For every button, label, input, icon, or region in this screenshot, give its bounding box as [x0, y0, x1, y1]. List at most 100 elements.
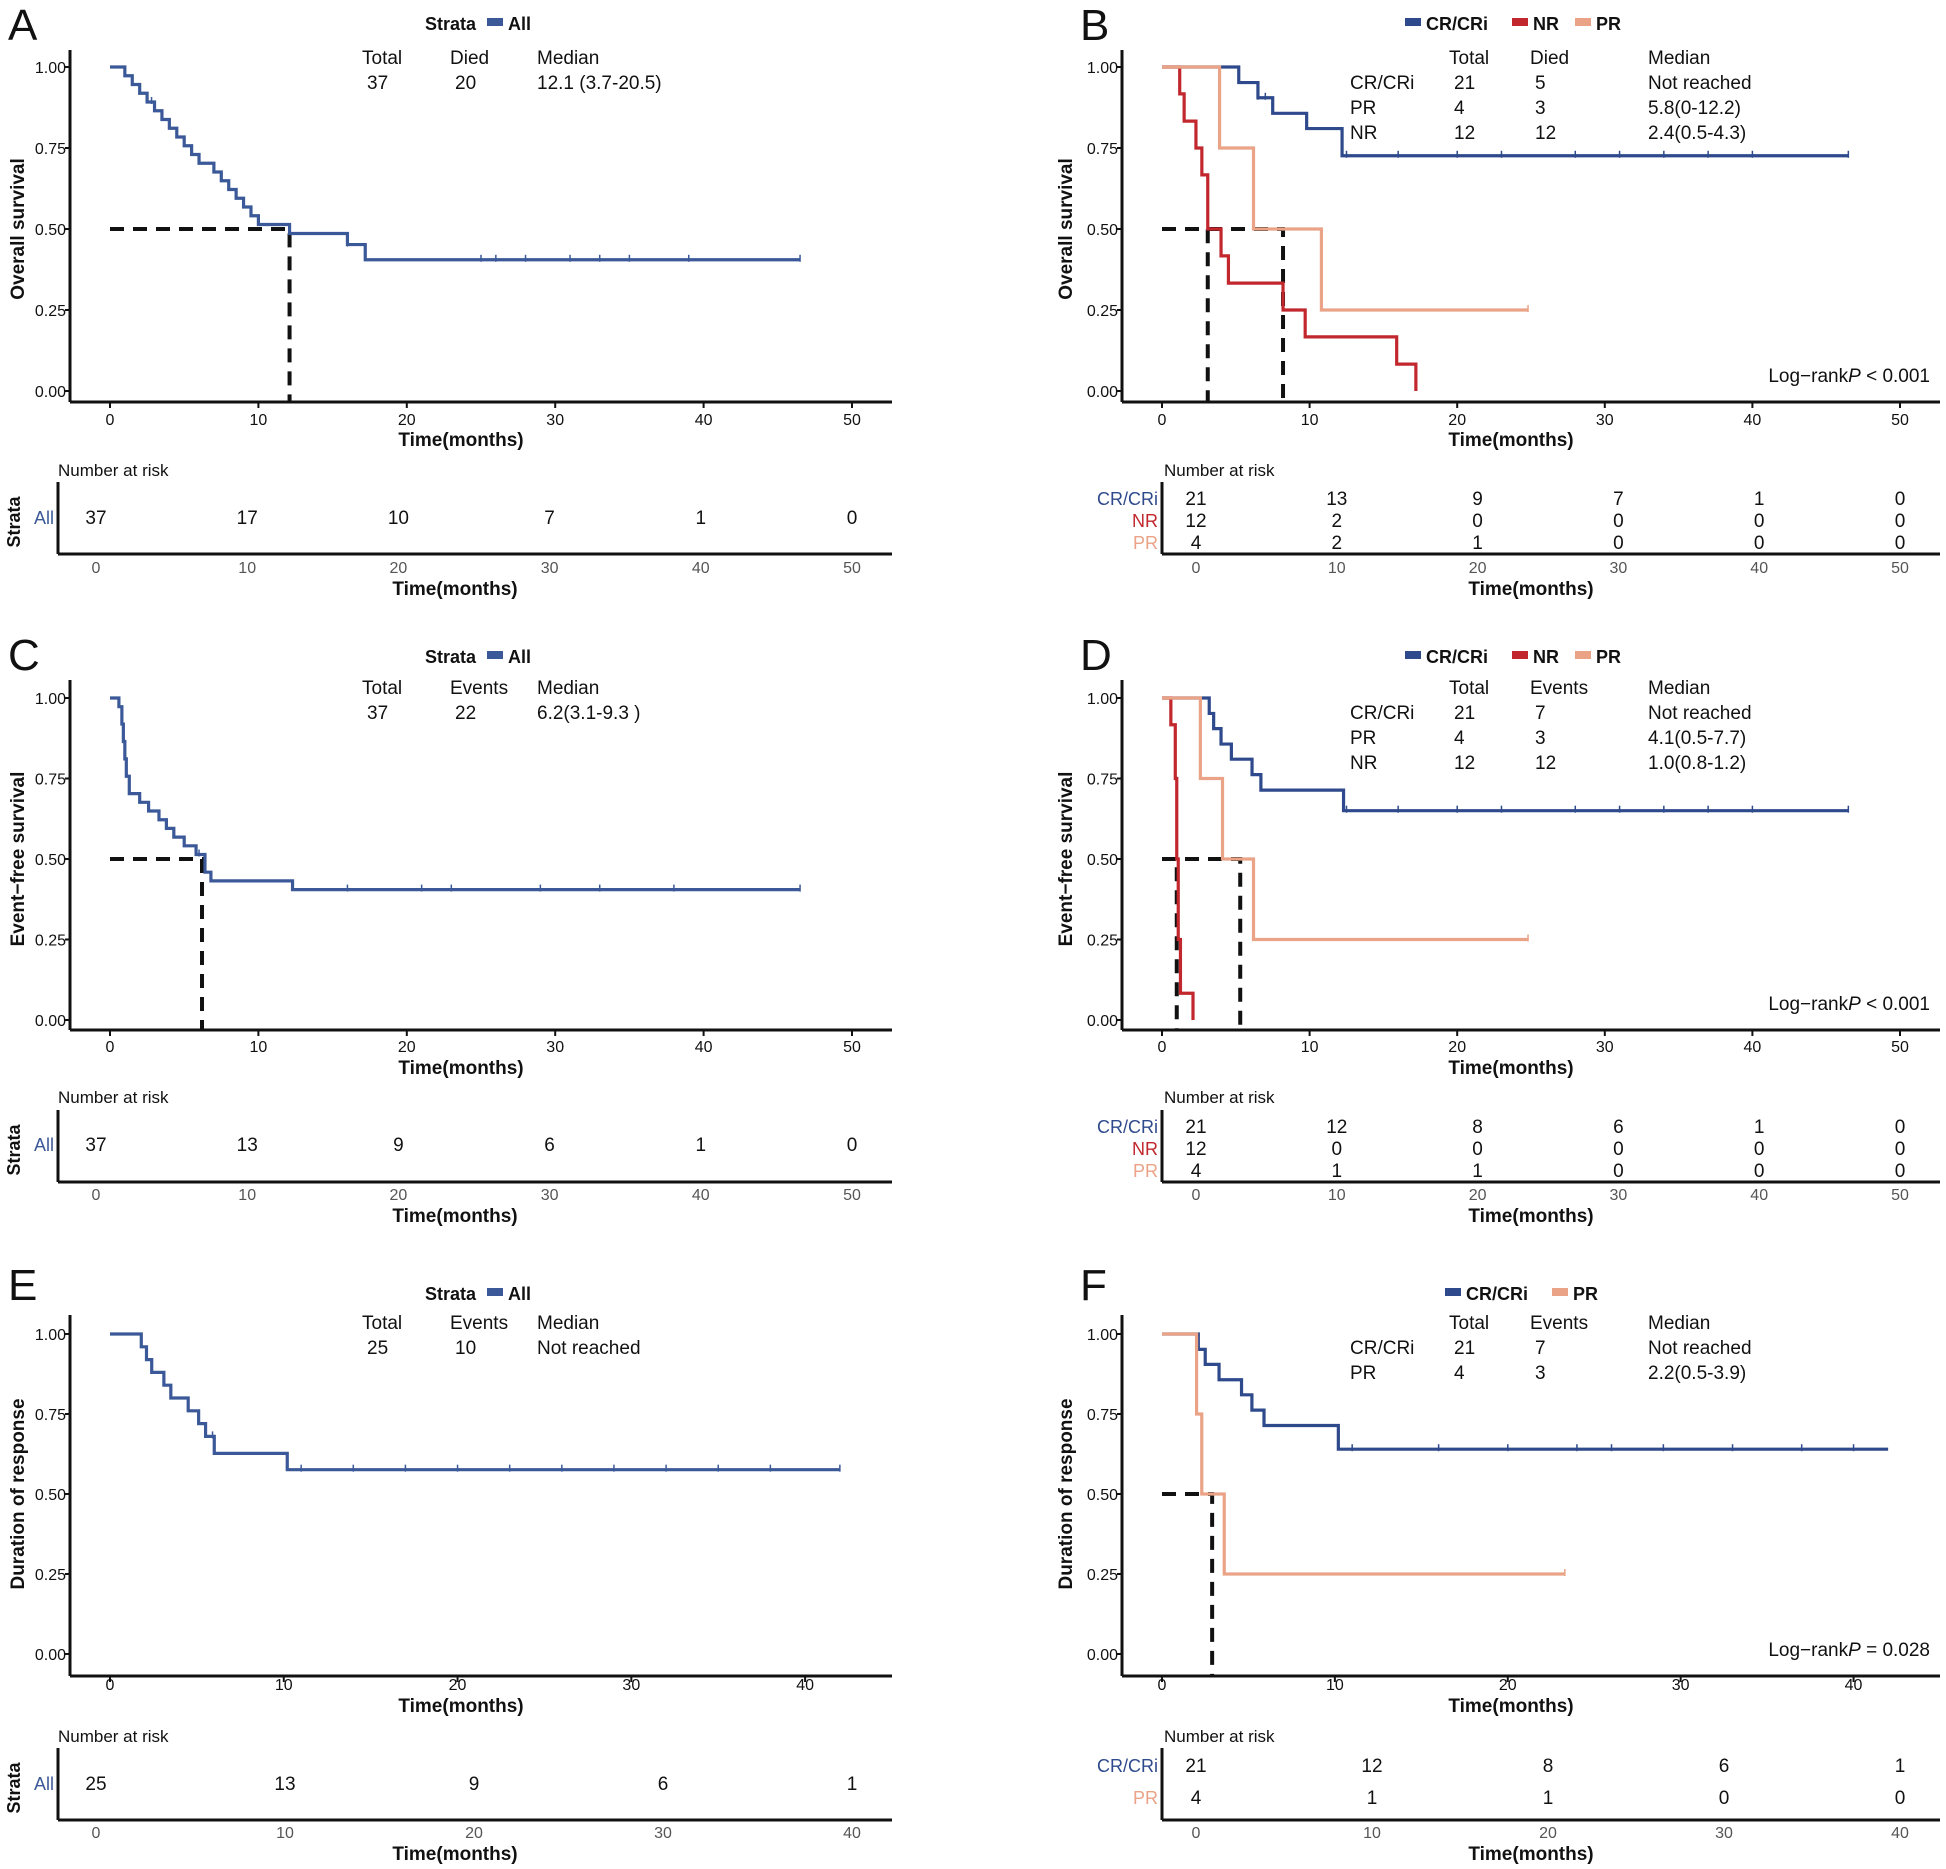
x-tick-label: 40: [695, 1039, 713, 1056]
y-axis-title: Duration of response: [1056, 1398, 1077, 1589]
logrank-annotation: Log−rankP < 0.001: [1768, 366, 1930, 387]
risk-count: 1: [847, 1774, 858, 1795]
panel-letter: A: [8, 1, 38, 50]
risk-x-axis-title: Time(months): [392, 579, 517, 600]
risk-count: 0: [1754, 533, 1765, 554]
x-tick-label: 30: [546, 1039, 564, 1056]
x-tick-label: 10: [275, 1677, 293, 1694]
risk-count: 12: [1185, 511, 1206, 532]
y-tick-label: 0.50: [1087, 852, 1118, 869]
risk-count: 1: [1754, 1117, 1765, 1138]
stats-cell: Not reached: [1648, 73, 1752, 94]
legend-swatch-all: [487, 1288, 503, 1296]
risk-title: Number at risk: [58, 461, 169, 480]
stats-cell: 5: [1535, 73, 1546, 94]
legend-label-cr: CR/CRi: [1466, 1284, 1528, 1304]
stats-header-events: Events: [450, 678, 508, 699]
risk-count: 9: [393, 1135, 404, 1156]
risk-count: 6: [658, 1774, 669, 1795]
y-tick-label: 1.00: [35, 1327, 66, 1344]
stats-cell: 5.8(0-12.2): [1648, 98, 1741, 119]
risk-row-name-pr: PR: [1133, 533, 1158, 553]
logrank-prefix: Log−rank: [1768, 366, 1848, 387]
y-tick-label: 0.50: [35, 852, 66, 869]
risk-count: 8: [1543, 1756, 1554, 1777]
risk-x-tick-label: 30: [654, 1825, 672, 1842]
stats-cell: 12: [1454, 123, 1475, 144]
x-tick-label: 0: [1158, 412, 1167, 429]
legend: CR/CRi NR PR: [1405, 647, 1621, 667]
risk-x-tick-label: 0: [92, 1187, 101, 1204]
curve-pr: [1162, 1332, 1565, 1576]
y-tick-label: 0.50: [35, 222, 66, 239]
risk-count: 17: [237, 508, 258, 529]
risk-count: 0: [1754, 1161, 1765, 1182]
stats-cell: 2.4(0.5-4.3): [1648, 123, 1746, 144]
x-tick-label: 0: [106, 1677, 115, 1694]
risk-x-tick-label: 50: [843, 1187, 861, 1204]
risk-x-tick-label: 10: [1328, 1187, 1346, 1204]
risk-row-name-pr: PR: [1133, 1788, 1158, 1808]
risk-x-tick-label: 10: [276, 1825, 294, 1842]
curve-nr: [1162, 65, 1418, 391]
risk-count: 0: [1754, 1139, 1765, 1160]
x-tick-label: 40: [695, 412, 713, 429]
risk-count: 0: [1613, 1161, 1624, 1182]
legend-swatch-cr: [1445, 1288, 1461, 1296]
risk-row-name-cr: CR/CRi: [1097, 489, 1158, 509]
axes: 0.00 0.25 0.50 0.75 1.00 0 10 20 30 40 Time(months…: [8, 1315, 892, 1717]
risk-x-tick-label: 30: [541, 560, 559, 577]
risk-count: 2: [1332, 511, 1343, 532]
risk-title: Number at risk: [1164, 1727, 1275, 1746]
risk-title: Number at risk: [58, 1088, 169, 1107]
risk-count: 4: [1191, 1788, 1202, 1809]
logrank-value: < 0.001: [1861, 366, 1930, 387]
risk-x-tick-label: 40: [843, 1825, 861, 1842]
median-line: [1162, 1492, 1215, 1676]
risk-x-tick-label: 40: [1750, 560, 1768, 577]
risk-x-tick-label: 20: [465, 1825, 483, 1842]
risk-count: 37: [85, 1135, 106, 1156]
x-tick-label: 20: [449, 1677, 467, 1694]
risk-count: 0: [1613, 533, 1624, 554]
risk-row-name-cr: CR/CRi: [1097, 1756, 1158, 1776]
curve-all: [110, 1332, 840, 1472]
x-tick-label: 0: [1158, 1677, 1167, 1694]
y-tick-label: 0.75: [1087, 772, 1118, 789]
axes: 0.00 0.25 0.50 0.75 1.00 0 10 20 30 40 50 Time(mont…: [1056, 680, 1940, 1079]
y-tick-label: 0.75: [1087, 1407, 1118, 1424]
x-tick-label: 50: [843, 1039, 861, 1056]
x-tick-label: 10: [1326, 1677, 1344, 1694]
risk-count: 1: [1895, 1756, 1906, 1777]
stats-table: Total Events Median 25 10 Not reached: [362, 1313, 641, 1359]
stats-header-median: Median: [537, 1313, 599, 1334]
risk-count: 0: [1472, 511, 1483, 532]
risk-x-tick-label: 20: [1469, 1187, 1487, 1204]
stats-header-median: Median: [537, 678, 599, 699]
risk-x-tick-label: 20: [1539, 1825, 1557, 1842]
y-tick-label: 0.50: [35, 1487, 66, 1504]
axes: 0.00 0.25 0.50 0.75 1.00 0 10 20 30 40 50 Time(mont…: [8, 50, 892, 451]
stats-header-median: Median: [537, 48, 599, 69]
legend-label-pr: PR: [1573, 1284, 1598, 1304]
risk-row-name-all: All: [34, 1135, 54, 1155]
risk-count: 9: [1472, 489, 1483, 510]
risk-x-tick-label: 30: [541, 1187, 559, 1204]
x-tick-label: 50: [843, 412, 861, 429]
risk-x-tick-label: 30: [1610, 560, 1628, 577]
legend-label-pr: PR: [1596, 14, 1621, 34]
legend-swatch-cr: [1405, 18, 1421, 26]
logrank-p: P: [1848, 366, 1861, 387]
risk-count: 25: [85, 1774, 106, 1795]
axes: 0.00 0.25 0.50 0.75 1.00 0 10 20 30 40 50 Time(mont…: [8, 680, 892, 1079]
y-tick-label: 0.00: [1087, 384, 1118, 401]
stats-table: Total Died Median 37 20 12.1 (3.7-20.5): [362, 48, 662, 94]
risk-count: 0: [1895, 533, 1906, 554]
median-line: [110, 857, 205, 1030]
stats-cell: Not reached: [1648, 703, 1752, 724]
risk-count: 2: [1332, 533, 1343, 554]
risk-x-axis-title: Time(months): [392, 1844, 517, 1865]
x-tick-label: 10: [250, 412, 268, 429]
legend-swatch-nr: [1512, 18, 1528, 26]
